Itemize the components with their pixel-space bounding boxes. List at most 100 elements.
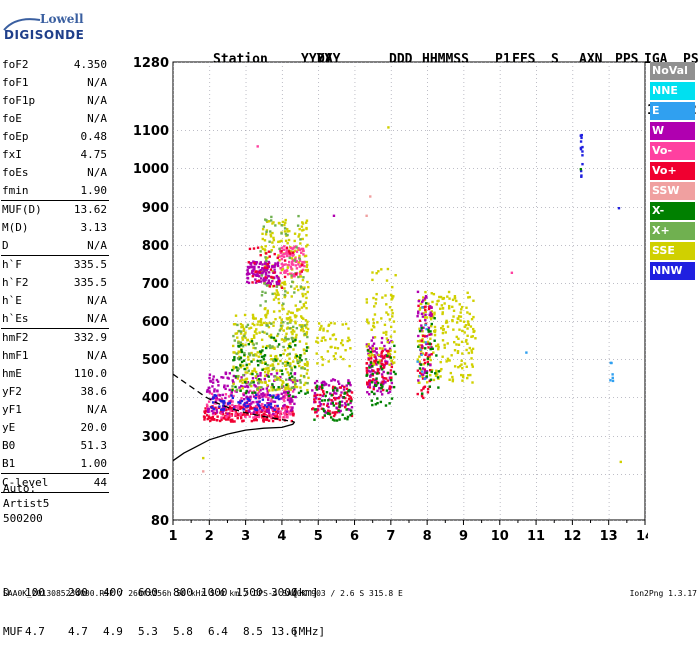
param-key: M(D) <box>2 219 29 237</box>
echo-point <box>260 254 262 256</box>
param-key: hmF2 <box>2 329 29 347</box>
echo-point <box>387 372 389 374</box>
echo-point <box>265 252 267 254</box>
echo-point <box>387 341 389 343</box>
echo-point <box>259 250 261 252</box>
echo-point <box>204 416 206 418</box>
param-key: fmin <box>2 182 29 200</box>
echo-point <box>220 376 222 378</box>
echo-point <box>387 379 389 381</box>
echo-point <box>295 304 297 306</box>
echo-point <box>268 409 270 411</box>
echo-point <box>333 322 335 324</box>
echo-point <box>342 344 344 346</box>
echo-point <box>261 274 263 276</box>
echo-point <box>425 295 427 297</box>
echo-point <box>294 233 296 235</box>
echo-point <box>319 328 321 330</box>
echo-point <box>269 394 271 396</box>
echo-point <box>372 373 374 375</box>
echo-point <box>314 408 316 410</box>
echo-point <box>202 457 204 459</box>
echo-point <box>291 406 293 408</box>
echo-point <box>455 343 457 345</box>
echo-point <box>340 391 342 393</box>
echo-point <box>235 314 237 316</box>
echo-point <box>253 411 255 413</box>
echo-point <box>216 389 218 391</box>
echo-point <box>280 397 282 399</box>
echo-point <box>386 355 388 357</box>
echo-point <box>257 351 259 353</box>
echo-point <box>305 358 307 360</box>
echo-point <box>270 405 272 407</box>
echo-point <box>321 387 323 389</box>
echo-point <box>389 385 391 387</box>
echo-point <box>300 325 302 327</box>
echo-point <box>235 353 237 355</box>
echo-point <box>465 307 467 309</box>
echo-point <box>323 410 325 412</box>
echo-point <box>372 325 374 327</box>
echo-point <box>422 367 424 369</box>
echo-point <box>454 365 456 367</box>
echo-point <box>457 352 459 354</box>
echo-point <box>386 279 388 281</box>
echo-point <box>285 368 287 370</box>
echo-point <box>419 320 421 322</box>
echo-point <box>443 302 445 304</box>
echo-point <box>277 408 279 410</box>
echo-point <box>272 265 274 267</box>
echo-point <box>337 380 339 382</box>
echo-point <box>239 364 241 366</box>
echo-point <box>330 379 332 381</box>
echo-point <box>292 252 294 254</box>
echo-point <box>314 411 316 413</box>
echo-point <box>226 413 228 415</box>
row-value: 8.5 <box>243 625 263 638</box>
echo-point <box>315 340 317 342</box>
echo-point <box>284 263 286 265</box>
echo-point <box>326 330 328 332</box>
echo-point <box>257 320 259 322</box>
echo-point <box>223 408 225 410</box>
echo-point <box>385 333 387 335</box>
param-value: 4.75 <box>81 146 108 164</box>
echo-point <box>298 228 300 230</box>
echo-point <box>270 386 272 388</box>
echo-point <box>271 293 273 295</box>
echo-point <box>430 315 432 317</box>
echo-point <box>348 365 350 367</box>
echo-point <box>299 238 301 240</box>
echo-point <box>285 233 287 235</box>
echo-point <box>256 408 258 410</box>
echo-point <box>225 393 227 395</box>
echo-point <box>418 382 420 384</box>
echo-point <box>262 248 264 250</box>
echo-point <box>251 420 253 422</box>
echo-point <box>433 379 435 381</box>
echo-point <box>299 340 301 342</box>
echo-point <box>294 379 296 381</box>
echo-point <box>289 353 291 355</box>
echo-point <box>267 310 269 312</box>
echo-point <box>211 385 213 387</box>
echo-point <box>389 349 391 351</box>
y-tick-label: 500 <box>142 353 169 368</box>
echo-point <box>390 369 392 371</box>
echo-point <box>265 231 267 233</box>
echo-point <box>335 402 337 404</box>
echo-point <box>334 387 336 389</box>
echo-point <box>281 319 283 321</box>
echo-point <box>424 319 426 321</box>
param-value: 0.48 <box>81 128 108 146</box>
echo-point <box>466 377 468 379</box>
logo-line1: Lowell <box>40 12 84 26</box>
echo-point <box>393 345 395 347</box>
echo-point <box>388 402 390 404</box>
echo-point <box>217 381 219 383</box>
